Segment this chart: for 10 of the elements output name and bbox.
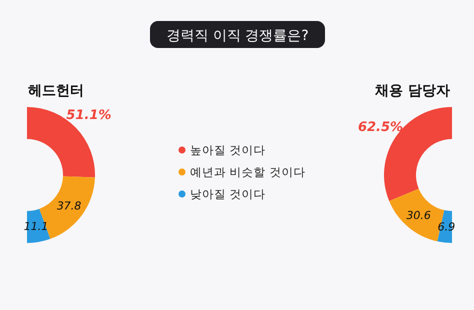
text: 경력직 이직 경쟁률은?: [166, 28, 309, 44]
data-label: 30.6: [406, 208, 431, 222]
data-label: 51.1%: [66, 108, 112, 124]
data-label: 62.5%: [358, 120, 404, 136]
chart-title: 헤드헌터: [28, 83, 84, 99]
chart-title: 채용 담당자: [374, 83, 450, 99]
legend-label: 낮아질 것이다: [190, 187, 266, 201]
legend-label: 높아질 것이다: [190, 143, 266, 157]
data-label: 37.8: [56, 200, 82, 213]
legend-label: 예년과 비슷할 것이다: [190, 165, 306, 179]
